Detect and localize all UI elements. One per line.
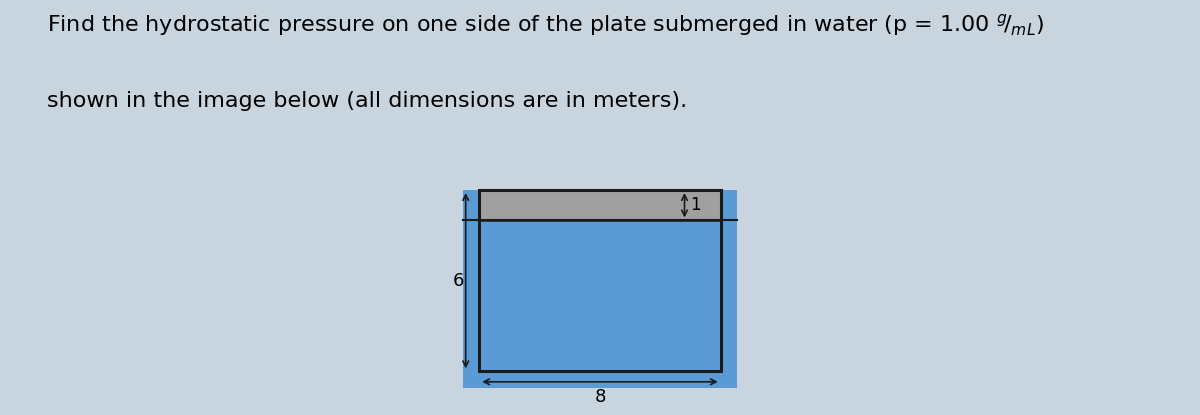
Text: 8: 8 — [594, 388, 606, 406]
Bar — [479, 190, 721, 220]
Bar — [463, 190, 737, 388]
Text: shown in the image below (all dimensions are in meters).: shown in the image below (all dimensions… — [47, 91, 688, 111]
Bar — [479, 190, 721, 371]
Bar — [479, 220, 721, 371]
Text: Find the hydrostatic pressure on one side of the plate submerged in water (p = 1: Find the hydrostatic pressure on one sid… — [47, 12, 1044, 39]
Text: 6: 6 — [452, 272, 464, 290]
Text: 1: 1 — [690, 196, 701, 214]
